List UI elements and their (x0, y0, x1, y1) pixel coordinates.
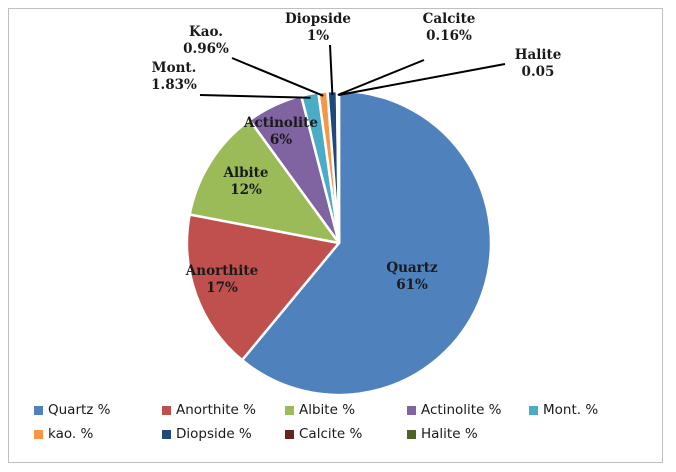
legend-swatch-halite (407, 429, 416, 439)
legend-item-actinolite: Actinolite % (407, 402, 529, 418)
slice-label-mont: Mont. 1.83% (151, 60, 197, 93)
legend-item-halite: Halite % (407, 426, 478, 442)
slice-label-quartz: Quartz 61% (386, 260, 438, 293)
legend-label-calcite: Calcite % (299, 426, 363, 442)
legend-label-anorthite: Anorthite % (176, 402, 256, 418)
slice-label-calcite: Calcite 0.16% (423, 11, 476, 44)
legend-item-anorthite: Anorthite % (162, 402, 285, 418)
slice-label-diopside: Diopside 1% (285, 11, 351, 44)
legend-row-1: Quartz % Anorthite % Albite % Actinolite… (34, 398, 644, 422)
legend-label-halite: Halite % (421, 426, 478, 442)
slice-label-kao: Kao. 0.96% (183, 24, 229, 57)
legend-label-quartz: Quartz % (48, 402, 111, 418)
legend-label-albite: Albite % (299, 402, 356, 418)
leader-lines (199, 44, 506, 99)
legend-label-diopside: Diopside % (176, 426, 252, 442)
legend-swatch-albite (285, 405, 294, 415)
legend-swatch-anorthite (162, 405, 171, 415)
leader-line-diopside (329, 44, 334, 96)
legend-item-albite: Albite % (285, 402, 407, 418)
slice-label-anorthite: Anorthite 17% (185, 263, 258, 296)
pie-slice-quartz (240, 89, 493, 397)
slice-label-halite: Halite 0.05 (515, 47, 562, 80)
legend-label-actinolite: Actinolite % (421, 402, 502, 418)
legend-swatch-quartz (34, 405, 43, 415)
slice-label-albite: Albite 12% (223, 165, 269, 198)
legend-item-diopside: Diopside % (162, 426, 285, 442)
legend-item-quartz: Quartz % (34, 402, 162, 418)
legend-swatch-actinolite (407, 405, 416, 415)
legend-label-mont: Mont. % (543, 402, 599, 418)
pie-slice-albite (188, 118, 341, 245)
legend: Quartz % Anorthite % Albite % Actinolite… (34, 398, 644, 446)
pie-slices (185, 89, 493, 397)
pie-slice-anorthite (185, 213, 341, 362)
legend-swatch-mont (529, 405, 538, 415)
legend-swatch-diopside (162, 429, 171, 439)
legend-row-2: kao. % Diopside % Calcite % Halite % (34, 422, 644, 446)
slice-labels: Quartz 61% Anorthite 17% Albite 12% Actinolite… (151, 11, 561, 296)
slice-label-actinolite: Actinolite 6% (243, 115, 318, 148)
legend-label-kao: kao. % (48, 426, 94, 442)
legend-item-kao: kao. % (34, 426, 162, 442)
legend-item-mont: Mont. % (529, 402, 598, 418)
legend-item-calcite: Calcite % (285, 426, 407, 442)
leader-line-calcite (337, 59, 425, 96)
leader-line-kao (231, 57, 324, 97)
leader-line-halite (338, 63, 506, 96)
legend-swatch-calcite (285, 429, 294, 439)
leader-line-mont (199, 94, 311, 99)
legend-swatch-kao (34, 429, 43, 439)
